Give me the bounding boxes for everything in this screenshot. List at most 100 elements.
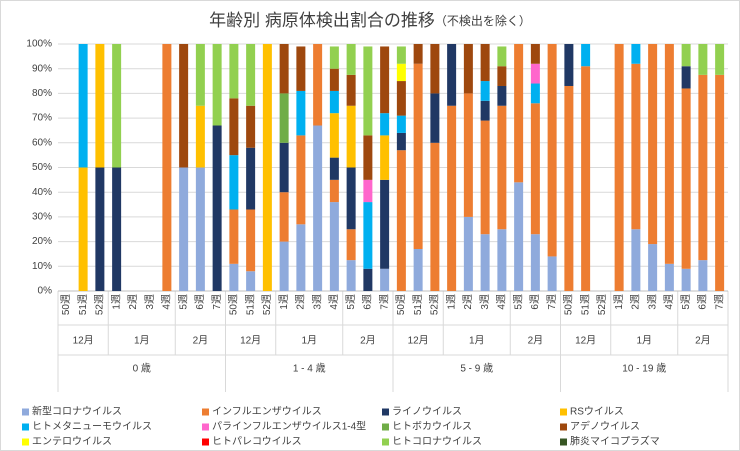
bar-segment bbox=[329, 68, 339, 91]
legend-swatch bbox=[382, 438, 389, 446]
legend-label: 肺炎マイコプラズマ bbox=[570, 435, 660, 448]
bar-segment bbox=[380, 268, 390, 291]
bar-segment bbox=[497, 66, 507, 86]
bar-segment bbox=[380, 179, 390, 269]
bar-segment bbox=[195, 44, 205, 106]
x-tick-label: 3週 bbox=[646, 294, 658, 310]
bar-segment bbox=[329, 202, 339, 291]
x-tick-label: 52週 bbox=[429, 294, 441, 315]
bar-segment bbox=[530, 234, 540, 291]
bar-segment bbox=[648, 244, 658, 291]
bar-segment bbox=[95, 167, 105, 291]
bar-segment bbox=[229, 263, 239, 291]
x-tick-label: 2週 bbox=[462, 294, 474, 310]
bar-segment bbox=[681, 44, 691, 67]
month-label: 12月 bbox=[73, 335, 94, 347]
x-tick-label: 1週 bbox=[278, 294, 290, 310]
x-tick-label: 52週 bbox=[261, 294, 273, 315]
bar-segment bbox=[195, 167, 205, 291]
month-label: 2月 bbox=[695, 335, 711, 347]
bar-segment bbox=[681, 66, 691, 89]
y-tick-label: 70% bbox=[32, 113, 52, 124]
legend-label: エンテロウイルス bbox=[32, 436, 112, 448]
bar-segment bbox=[246, 271, 256, 291]
bar-segment bbox=[631, 229, 641, 291]
month-label: 12月 bbox=[408, 335, 429, 347]
bar-segment bbox=[329, 90, 339, 114]
bar-segment bbox=[296, 90, 306, 136]
bar-segment bbox=[430, 44, 440, 94]
bar-segment bbox=[514, 44, 524, 183]
bar-segment bbox=[681, 268, 691, 291]
x-tick-label: 51週 bbox=[579, 294, 591, 315]
bar-segment bbox=[363, 268, 373, 291]
bar-segment bbox=[497, 229, 507, 291]
legend-label: アデノウイルス bbox=[570, 420, 640, 433]
bar-segment bbox=[396, 81, 406, 116]
y-tick-label: 30% bbox=[32, 212, 52, 223]
y-tick-label: 50% bbox=[32, 162, 52, 173]
x-tick-label: 5週 bbox=[177, 294, 189, 310]
x-tick-label: 51週 bbox=[77, 294, 89, 315]
bar-segment bbox=[229, 44, 239, 99]
bar-segment bbox=[698, 44, 708, 75]
x-tick-label: 5週 bbox=[680, 294, 692, 310]
bar-segment bbox=[480, 44, 490, 82]
x-tick-label: 3週 bbox=[144, 294, 156, 310]
x-tick-label: 6週 bbox=[194, 294, 206, 310]
y-tick-label: 100% bbox=[26, 39, 52, 50]
bar-segment bbox=[380, 135, 390, 180]
bar-segment bbox=[179, 167, 189, 291]
x-tick-label: 51週 bbox=[412, 294, 424, 315]
bar-segment bbox=[346, 105, 356, 168]
bar-segment bbox=[162, 44, 172, 291]
bar-segment bbox=[480, 100, 490, 121]
x-tick-label: 7週 bbox=[546, 294, 558, 310]
group-label: 10 - 19 歳 bbox=[622, 363, 666, 375]
bar-segment bbox=[447, 44, 457, 106]
y-tick-label: 20% bbox=[32, 236, 52, 247]
legend-swatch bbox=[22, 438, 29, 446]
bar-segment bbox=[480, 81, 490, 101]
bar-segment bbox=[229, 209, 239, 264]
bar-segment bbox=[296, 135, 306, 225]
x-tick-label: 3週 bbox=[479, 294, 491, 310]
bar-segment bbox=[681, 88, 691, 269]
bar-segment bbox=[547, 256, 557, 291]
bar-segment bbox=[212, 125, 222, 291]
legend-swatch bbox=[560, 408, 567, 416]
bar-segment bbox=[363, 179, 373, 203]
bar-segment bbox=[380, 113, 390, 136]
bar-segment bbox=[346, 74, 356, 106]
x-tick-label: 1週 bbox=[445, 294, 457, 310]
bar-segment bbox=[547, 44, 557, 257]
legend-swatch bbox=[202, 423, 209, 431]
x-tick-label: 1週 bbox=[110, 294, 122, 310]
bar-segment bbox=[413, 249, 423, 291]
legend-label: パラインフルエンザウイルス1-4型 bbox=[212, 420, 366, 433]
bar-segment bbox=[614, 44, 624, 291]
legend-swatch bbox=[202, 408, 209, 416]
bar-segment bbox=[648, 44, 658, 245]
group-label: 0 歳 bbox=[133, 363, 151, 375]
bar-segment bbox=[296, 46, 306, 91]
bar-segment bbox=[430, 142, 440, 291]
legend-label: ライノウイルス bbox=[392, 406, 462, 418]
x-tick-label: 2週 bbox=[127, 294, 139, 310]
month-label: 12月 bbox=[575, 335, 596, 347]
chart-title: 年齢別 病原体検出割合の推移 bbox=[209, 11, 435, 30]
bar-segment bbox=[581, 66, 591, 291]
month-label: 12月 bbox=[240, 335, 261, 347]
bar-segment bbox=[530, 63, 540, 84]
bar-segment bbox=[396, 115, 406, 133]
bar-segment bbox=[698, 260, 708, 291]
x-tick-label: 4週 bbox=[161, 294, 173, 310]
chart-title-group: 年齢別 病原体検出割合の推移（不検出を除く） bbox=[209, 11, 531, 30]
bar-segment bbox=[346, 167, 356, 230]
x-tick-label: 6週 bbox=[697, 294, 709, 310]
bar-segment bbox=[430, 93, 440, 143]
x-tick-label: 2週 bbox=[630, 294, 642, 310]
y-tick-label: 40% bbox=[32, 187, 52, 198]
month-label: 2月 bbox=[360, 335, 376, 347]
